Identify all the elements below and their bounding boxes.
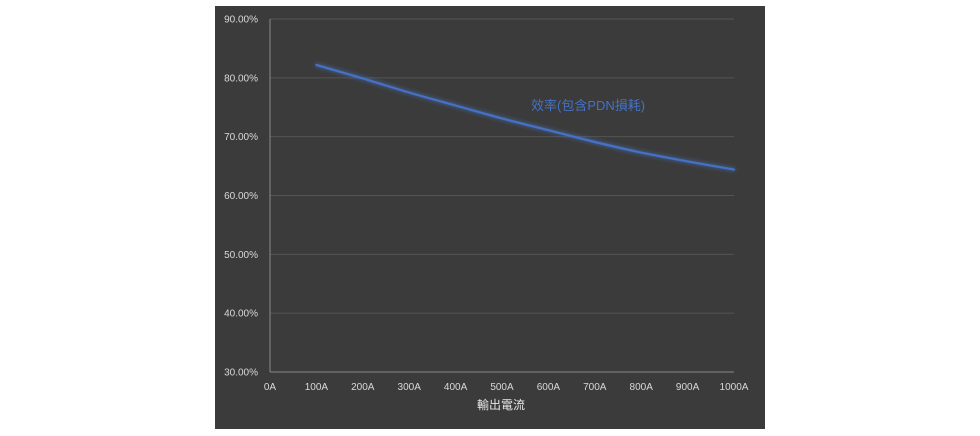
gridlines xyxy=(269,18,734,373)
x-tick-label: 500A xyxy=(490,382,514,393)
series-label: 效率(包含PDN損耗) xyxy=(531,98,645,113)
series-line xyxy=(315,63,736,171)
x-tick-label: 200A xyxy=(351,382,375,393)
y-axis-ticks: 30.00% 40.00% 50.00% 60.00% 70.00% 80.00% 90.0… xyxy=(224,15,258,379)
y-tick-label: 80.00% xyxy=(224,73,258,84)
y-tick-label: 90.00% xyxy=(224,15,258,26)
x-tick-label: 300A xyxy=(398,382,422,393)
x-tick-label: 600A xyxy=(537,382,561,393)
x-tick-label: 1000A xyxy=(720,382,749,393)
x-tick-label: 400A xyxy=(444,382,468,393)
y-tick-label: 30.00% xyxy=(224,368,258,379)
x-tick-label: 900A xyxy=(676,382,700,393)
y-tick-label: 70.00% xyxy=(224,132,258,143)
x-axis-title: 輸出電流 xyxy=(477,397,525,412)
y-tick-label: 40.00% xyxy=(224,309,258,320)
x-tick-label: 700A xyxy=(583,382,607,393)
y-tick-label: 60.00% xyxy=(224,191,258,202)
x-tick-label: 0A xyxy=(264,382,277,393)
x-axis-ticks: 0A 100A 200A 300A 400A 500A 600A 700A 800A 900A 10… xyxy=(264,382,749,393)
chart-panel: 30.00% 40.00% 50.00% 60.00% 70.00% 80.00% 90.0… xyxy=(215,6,765,429)
series-layer xyxy=(315,63,736,171)
efficiency-line-chart: 30.00% 40.00% 50.00% 60.00% 70.00% 80.00% 90.0… xyxy=(224,15,749,413)
y-tick-label: 50.00% xyxy=(224,250,258,261)
x-tick-label: 800A xyxy=(630,382,654,393)
x-tick-label: 100A xyxy=(305,382,329,393)
